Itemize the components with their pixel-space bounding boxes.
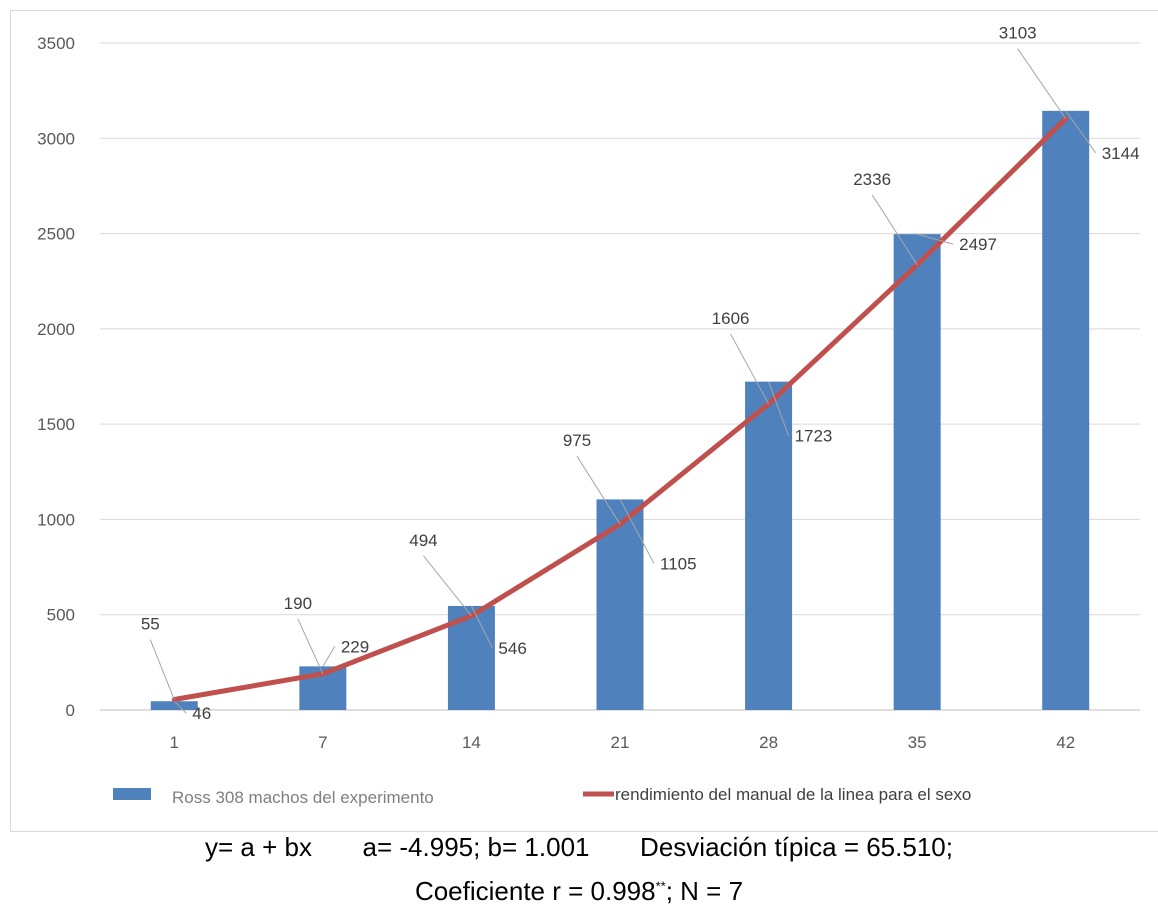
gridlines — [100, 42, 1140, 711]
bar-data-label: 229 — [341, 637, 369, 656]
bar-label-leader — [619, 499, 655, 564]
legend-label-line: rendimiento del manual de la linea para … — [615, 785, 971, 804]
bar-label-leader — [173, 700, 187, 714]
significance-marker: ** — [655, 878, 666, 894]
bar-label-leader — [322, 646, 336, 667]
y-tick-label: 1000 — [37, 510, 75, 529]
correlation-stats-line: Coeficiente r = 0.998**; N = 7 — [0, 876, 1158, 907]
x-tick-label: 21 — [611, 733, 630, 752]
x-tick-label: 42 — [1056, 733, 1075, 752]
bar-series — [150, 110, 1090, 711]
chart-frame — [10, 10, 1158, 832]
bar-data-label: 546 — [498, 639, 526, 658]
bar — [150, 701, 198, 710]
line-data-label: 494 — [409, 531, 437, 550]
x-tick-label: 7 — [318, 733, 327, 752]
x-tick-label: 28 — [759, 733, 778, 752]
x-tick-label: 1 — [170, 733, 179, 752]
bar-data-label: 2497 — [959, 235, 997, 254]
bar-data-label: 3144 — [1102, 144, 1140, 163]
y-tick-label: 3000 — [37, 129, 75, 148]
legend: Ross 308 machos del experimento rendimien… — [113, 785, 971, 807]
line-label-leader — [871, 194, 918, 266]
line-label-leader — [1017, 48, 1067, 119]
y-tick-label: 500 — [47, 606, 75, 625]
legend-swatch-bars — [113, 788, 151, 800]
correlation-suffix: ; N = 7 — [665, 876, 744, 906]
x-tick-label: 14 — [462, 733, 481, 752]
y-tick-label: 3500 — [37, 34, 75, 53]
line-label-leader — [423, 555, 472, 617]
line-label-leader — [297, 618, 324, 674]
line-label-leader — [576, 455, 621, 525]
bar-label-leader — [768, 381, 790, 436]
bar-label-leader — [917, 233, 954, 245]
bar-label-leader — [1065, 110, 1097, 154]
bar-data-label: 46 — [192, 704, 211, 723]
line-data-label: 3103 — [999, 24, 1037, 43]
bar — [745, 381, 793, 710]
y-axis-ticks: 0 500 1000 1500 2000 2500 3000 3500 — [37, 34, 75, 720]
bar-label-leader — [470, 605, 493, 649]
line-data-label: 1606 — [712, 309, 750, 328]
legend-label-bars: Ross 308 machos del experimento — [172, 788, 434, 807]
line-data-label: 975 — [563, 431, 591, 450]
x-axis-ticks: 1 7 14 21 28 35 42 — [170, 733, 1076, 752]
line-data-label: 2336 — [853, 170, 891, 189]
line-data-label: 55 — [141, 615, 160, 634]
bar — [893, 234, 941, 711]
y-tick-label: 1500 — [37, 415, 75, 434]
regression-stats-line: y= a + bx a= -4.995; b= 1.001 Desviación… — [205, 832, 953, 862]
y-tick-label: 2000 — [37, 320, 75, 339]
bar-data-label: 1105 — [660, 554, 697, 573]
bar-data-label: 1723 — [795, 427, 833, 446]
x-tick-label: 35 — [908, 733, 927, 752]
y-tick-label: 0 — [66, 701, 75, 720]
y-tick-label: 2500 — [37, 225, 75, 244]
chart: 0 500 1000 1500 2000 2500 3000 3500 1 7 14 21 28 35 4… — [37, 24, 1140, 807]
line-label-leader — [149, 639, 175, 700]
line-label-leader — [730, 333, 770, 405]
correlation-prefix: Coeficiente r = 0.998 — [414, 876, 656, 906]
bar — [1042, 110, 1090, 710]
line-data-label: 190 — [284, 594, 312, 613]
data-labels: 46 229 546 1105 1723 2497 3144 55 190 494 975 1606 2… — [141, 24, 1140, 724]
